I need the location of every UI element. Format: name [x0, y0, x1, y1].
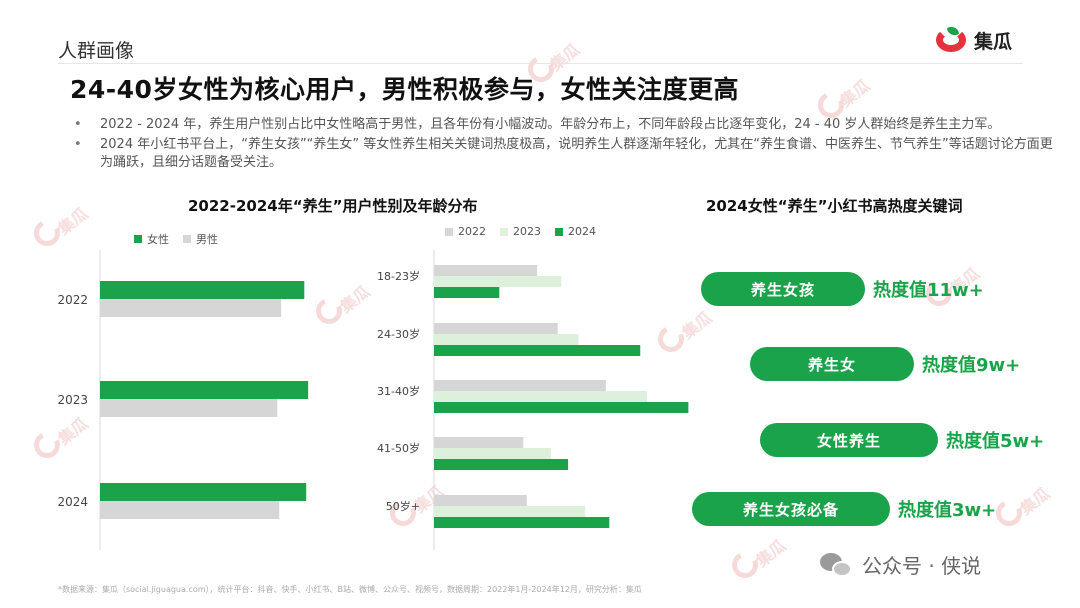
age-bar-chart: 18-23岁 24-30岁 31-40岁 41-50岁 50岁+: [377, 250, 689, 550]
section-label: 人群画像: [58, 40, 135, 62]
keyword-pill: 养生女孩: [701, 272, 865, 306]
bar-2024-50岁+: [434, 517, 610, 528]
right-chart-title: 2024女性“养生”小红书高热度关键词: [706, 197, 963, 215]
legend-item-2024: 2024: [555, 225, 596, 238]
legend-label: 2024: [568, 225, 596, 238]
legend-swatch: [445, 227, 453, 236]
bullet-text: 2024 年小红书平台上，“养生女孩”“养生女” 等女性养生相关关键词热度极高，…: [100, 137, 1053, 170]
legend-item-2022: 2022: [445, 225, 486, 238]
legend-label: 男性: [196, 233, 218, 246]
wechat-source-tag: 公众号 · 侠说: [820, 550, 981, 579]
category-label-24-30岁: 24-30岁: [377, 327, 420, 341]
bar-男性-2022: [100, 299, 282, 317]
bar-2023-24-30岁: [434, 334, 579, 345]
bar-2023-41-50岁: [434, 448, 551, 459]
legend-swatch: [555, 227, 563, 236]
age-legend: 2022 2023 2024: [445, 225, 596, 238]
keyword-row: 养生女孩 热度值11w+: [701, 272, 984, 306]
bar-2024-24-30岁: [434, 345, 641, 356]
legend-swatch: [183, 235, 191, 243]
summary-bullets: • 2022 - 2024 年，养生用户性别占比中女性略高于男性，且各年份有小幅…: [74, 116, 1054, 174]
bar-女性-2024: [100, 483, 307, 501]
legend-swatch: [134, 235, 142, 243]
legend-item-2023: 2023: [500, 225, 541, 238]
bar-2024-41-50岁: [434, 459, 569, 470]
keyword-row: 养生女 热度值9w+: [750, 347, 1020, 381]
bullet-marker: •: [74, 137, 82, 152]
header-divider: [58, 63, 1023, 64]
bar-2022-50岁+: [434, 495, 527, 506]
gender-bar-chart: 2022 2023 2024: [57, 250, 309, 550]
keyword-row: 养生女孩必备 热度值3w+: [692, 492, 996, 526]
bar-2023-31-40岁: [434, 391, 648, 402]
bar-男性-2024: [100, 501, 280, 519]
bar-2023-18-23岁: [434, 276, 562, 287]
category-label-2024: 2024: [57, 495, 88, 509]
keyword-heat: 热度值5w+: [946, 431, 1045, 452]
bar-2022-24-30岁: [434, 323, 558, 334]
legend-swatch: [500, 227, 508, 236]
keyword-heat: 热度值11w+: [873, 280, 984, 301]
source-tag-text: 公众号 · 侠说: [862, 554, 982, 578]
legend-label: 2022: [458, 225, 486, 238]
bullet-text: 2022 - 2024 年，养生用户性别占比中女性略高于男性，且各年份有小幅波动…: [100, 117, 1001, 132]
keyword-pill: 养生女孩必备: [692, 492, 890, 526]
bullet-item: • 2024 年小红书平台上，“养生女孩”“养生女” 等女性养生相关关键词热度极…: [74, 136, 1054, 172]
bar-2022-18-23岁: [434, 265, 538, 276]
logo-icon: [936, 24, 968, 54]
page-title: 24-40岁女性为核心用户，男性积极参与，女性关注度更高: [70, 75, 739, 104]
left-chart-title: 2022-2024年“养生”用户性别及年龄分布: [188, 197, 478, 215]
bar-2024-31-40岁: [434, 402, 689, 413]
bar-女性-2023: [100, 381, 309, 399]
keyword-heat: 热度值3w+: [898, 500, 997, 521]
legend-label: 2023: [513, 225, 541, 238]
wechat-icon: [820, 551, 854, 579]
logo-text: 集瓜: [974, 30, 1013, 53]
category-label-31-40岁: 31-40岁: [377, 384, 420, 398]
bar-男性-2023: [100, 399, 278, 417]
keyword-heat: 热度值9w+: [922, 355, 1021, 376]
bar-2022-31-40岁: [434, 380, 606, 391]
legend-item-male: 男性: [183, 231, 218, 247]
bullet-marker: •: [74, 117, 82, 132]
bar-2024-18-23岁: [434, 287, 500, 298]
category-label-2023: 2023: [57, 393, 88, 407]
keyword-pill: 养生女: [750, 347, 914, 381]
legend-label: 女性: [147, 233, 169, 246]
category-label-50岁+: 50岁+: [386, 499, 420, 513]
legend-item-female: 女性: [134, 231, 169, 247]
keyword-pill: 女性养生: [760, 423, 938, 457]
bullet-item: • 2022 - 2024 年，养生用户性别占比中女性略高于男性，且各年份有小幅…: [74, 116, 1054, 134]
gender-legend: 女性 男性: [134, 231, 218, 247]
brand-logo: 集瓜: [936, 24, 1013, 54]
bar-2023-50岁+: [434, 506, 586, 517]
category-label-18-23岁: 18-23岁: [377, 269, 420, 283]
category-label-41-50岁: 41-50岁: [377, 441, 420, 455]
keyword-row: 女性养生 热度值5w+: [760, 423, 1044, 457]
category-label-2022: 2022: [57, 293, 88, 307]
data-source-note: *数据来源：集瓜（social.jiguaguа.com），统计平台：抖音、快手…: [58, 585, 642, 594]
bar-女性-2022: [100, 281, 305, 299]
bar-2022-41-50岁: [434, 437, 524, 448]
